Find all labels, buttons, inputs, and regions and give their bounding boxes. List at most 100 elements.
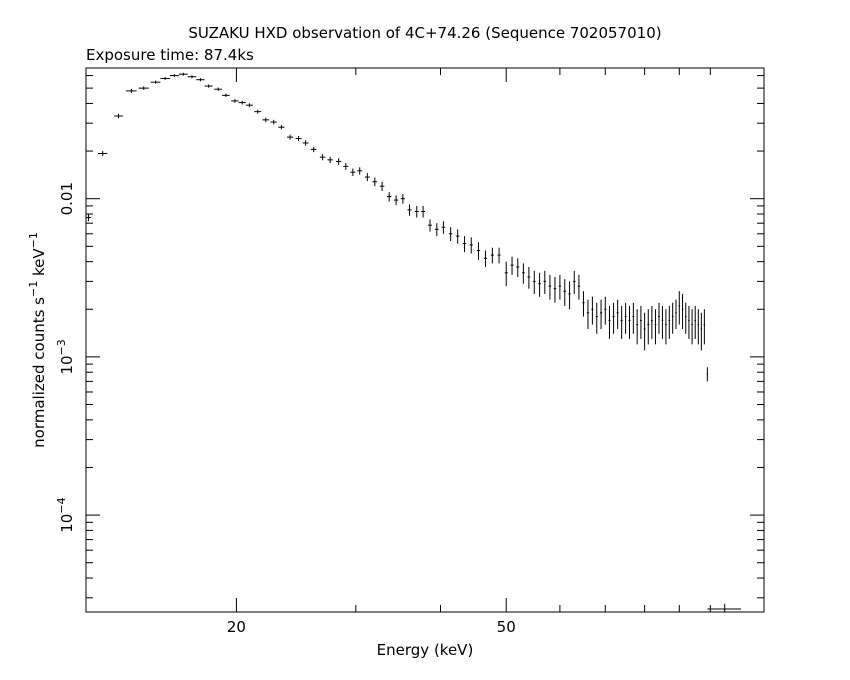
data-point [231, 99, 239, 103]
y-axis-label-mid: keV [30, 248, 48, 281]
data-point [628, 305, 631, 339]
chart-title: SUZAKU HXD observation of 4C+74.26 (Sequ… [188, 24, 661, 42]
data-point [706, 367, 708, 382]
chart-subtitle: Exposure time: 87.4ks [86, 46, 254, 64]
data-point [169, 74, 179, 78]
data-point [178, 72, 188, 76]
data-point [599, 299, 603, 330]
data-point [379, 181, 385, 191]
data-point [204, 84, 213, 88]
data-points [86, 72, 742, 612]
data-point [538, 272, 541, 297]
data-point [295, 136, 302, 142]
data-point [428, 219, 432, 232]
data-point [577, 274, 581, 300]
data-point [668, 305, 671, 339]
data-point [707, 603, 742, 612]
data-point [372, 177, 378, 187]
data-point [639, 305, 642, 339]
data-point [150, 80, 161, 84]
data-point [678, 291, 681, 325]
data-point [490, 247, 494, 264]
data-point [697, 309, 700, 345]
data-point [558, 274, 562, 300]
data-point [543, 270, 547, 294]
data-point [510, 256, 514, 275]
data-point [476, 242, 481, 260]
data-point [516, 258, 520, 277]
data-point [254, 109, 262, 114]
y-axis-label-exp2: −1 [27, 232, 40, 248]
data-point [650, 305, 653, 339]
data-point [357, 167, 363, 175]
data-point [612, 302, 615, 334]
data-point [616, 299, 619, 330]
data-point [214, 87, 223, 91]
data-point [582, 291, 585, 317]
data-point [591, 296, 594, 325]
data-point [636, 309, 639, 345]
data-point [187, 75, 197, 79]
data-point [643, 312, 646, 351]
y-axis-label-base: normalized counts s [30, 297, 48, 448]
data-point [407, 204, 412, 216]
data-point [287, 134, 294, 140]
data-point [270, 119, 277, 125]
data-point [504, 261, 508, 287]
data-point [278, 125, 285, 130]
data-point [414, 205, 419, 218]
data-point [343, 163, 349, 170]
data-point [703, 309, 706, 345]
data-point [400, 194, 405, 204]
data-point [604, 296, 607, 325]
data-point [691, 309, 693, 345]
x-tick-label: 20 [227, 618, 246, 636]
data-point [620, 305, 623, 339]
data-point [497, 247, 501, 264]
x-tick-label: 50 [497, 618, 516, 636]
data-point [694, 305, 696, 339]
data-point [608, 305, 611, 339]
y-axis-ticks: 0.01 10−3 10−4 [55, 75, 764, 599]
data-point [568, 281, 571, 310]
data-point [532, 270, 536, 294]
data-point [553, 276, 557, 303]
data-point [684, 302, 687, 334]
data-point [671, 302, 674, 334]
data-point [138, 86, 149, 90]
data-point [126, 88, 137, 93]
data-point [595, 302, 598, 334]
data-point [364, 173, 370, 182]
data-point [421, 205, 426, 218]
data-point [681, 293, 684, 330]
data-point [527, 266, 531, 289]
data-point [455, 229, 460, 244]
data-point [521, 263, 525, 284]
data-point [661, 305, 664, 339]
data-point [336, 158, 342, 165]
y-tick-label: 10−3 [55, 339, 76, 374]
data-point [675, 299, 677, 330]
x-axis-label: Energy (keV) [377, 641, 474, 659]
plot-frame [85, 67, 765, 613]
data-point [222, 93, 230, 98]
y-axis-label-exp1: −1 [27, 281, 40, 297]
data-point [86, 214, 91, 222]
data-point [654, 309, 657, 345]
data-point [483, 250, 488, 267]
data-point [647, 309, 650, 345]
data-point [548, 274, 552, 300]
y-axis-label: normalized counts s−1 keV−1 [27, 232, 48, 448]
y-tick-label: 0.01 [58, 182, 76, 215]
x-axis-ticks: 20 50 [227, 68, 711, 636]
data-point [624, 302, 627, 334]
data-point [310, 146, 317, 153]
data-point [441, 221, 446, 234]
data-point [393, 195, 399, 206]
data-point [327, 156, 333, 164]
data-point [462, 236, 467, 253]
data-point [262, 117, 270, 123]
data-point [245, 103, 253, 108]
data-point [658, 302, 660, 334]
